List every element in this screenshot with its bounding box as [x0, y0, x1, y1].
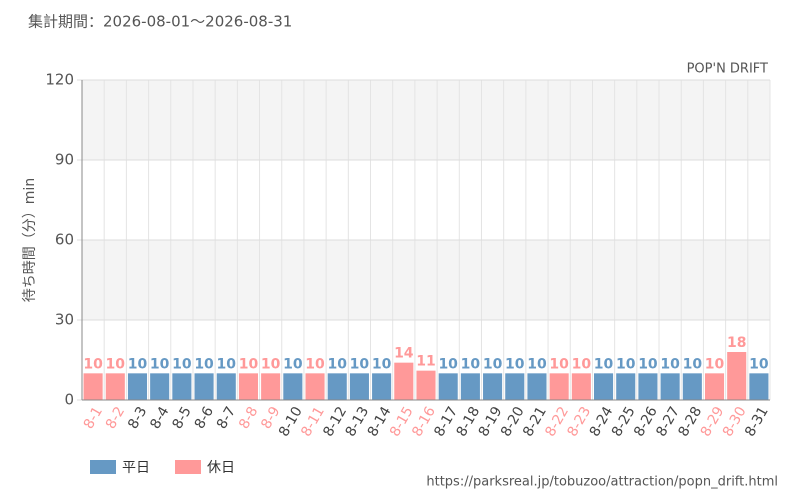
- bar: [727, 352, 747, 400]
- legend-label: 平日: [122, 460, 150, 476]
- y-axis-label: 待ち時間（分）min: [22, 178, 38, 302]
- bar: [616, 373, 636, 400]
- bar: [460, 373, 480, 400]
- bar: [194, 373, 214, 400]
- x-tick-label: 8-5: [170, 404, 195, 432]
- value-label: 10: [83, 356, 103, 372]
- bar: [283, 373, 303, 400]
- value-label: 10: [461, 356, 481, 372]
- value-label: 10: [505, 356, 525, 372]
- y-tick-label: 90: [55, 151, 74, 169]
- value-label: 10: [128, 356, 148, 372]
- legend-swatch: [175, 460, 201, 474]
- bar: [261, 373, 281, 400]
- value-label: 10: [194, 356, 214, 372]
- x-tick-label: 8-6: [192, 404, 217, 432]
- value-label: 10: [239, 356, 259, 372]
- x-tick-label: 8-8: [236, 404, 261, 432]
- value-label: 14: [394, 346, 414, 362]
- bar: [483, 373, 503, 400]
- value-label: 10: [549, 356, 569, 372]
- value-label: 10: [749, 356, 769, 372]
- x-tick-label: 8-31: [742, 404, 772, 440]
- bar: [105, 373, 125, 400]
- bar: [660, 373, 680, 400]
- bar: [372, 373, 392, 400]
- bar: [127, 373, 148, 400]
- value-label: 10: [594, 356, 614, 372]
- value-label: 10: [150, 356, 170, 372]
- value-label: 10: [261, 356, 281, 372]
- value-label: 10: [616, 356, 636, 372]
- footer: https://parksreal.jp/tobuzoo/attraction/…: [426, 475, 778, 490]
- bar: [349, 373, 369, 400]
- value-label: 10: [106, 356, 126, 372]
- value-label: 10: [483, 356, 503, 372]
- legend-swatch: [90, 460, 116, 474]
- chart-title: POP'N DRIFT: [687, 62, 768, 77]
- value-label: 10: [572, 356, 592, 372]
- bar: [327, 373, 347, 400]
- bar: [150, 373, 170, 400]
- bar: [438, 373, 458, 400]
- bar: [394, 362, 414, 400]
- bar: [238, 373, 258, 400]
- bar: [749, 373, 769, 400]
- bar: [416, 370, 436, 400]
- x-tick-label: 8-2: [103, 404, 128, 432]
- value-label: 10: [350, 356, 370, 372]
- value-label: 10: [683, 356, 703, 372]
- grid-band: [82, 80, 770, 160]
- legend-label: 休日: [207, 460, 235, 476]
- y-tick-label: 30: [55, 311, 74, 329]
- value-label: 10: [283, 356, 303, 372]
- value-label: 10: [705, 356, 725, 372]
- value-label: 11: [416, 354, 435, 370]
- x-tick-label: 8-1: [81, 404, 106, 432]
- bar: [571, 373, 591, 400]
- bar: [549, 373, 569, 400]
- y-tick-label: 120: [45, 71, 74, 89]
- x-tick-label: 8-7: [214, 404, 239, 432]
- bar: [216, 373, 236, 400]
- bar: [505, 373, 525, 400]
- bar: [305, 373, 325, 400]
- y-tick-label: 0: [64, 391, 74, 409]
- value-label: 10: [438, 356, 458, 372]
- bar: [527, 373, 547, 400]
- value-label: 10: [660, 356, 680, 372]
- y-tick-label: 60: [55, 231, 74, 249]
- value-label: 10: [172, 356, 192, 372]
- bar: [172, 373, 192, 400]
- value-label: 10: [372, 356, 392, 372]
- value-label: 10: [217, 356, 237, 372]
- bar: [638, 373, 658, 400]
- bar: [704, 373, 725, 400]
- value-label: 10: [527, 356, 547, 372]
- value-label: 10: [305, 356, 325, 372]
- header: 集計期間：2026-08-01〜2026-08-31: [28, 13, 292, 31]
- bar: [83, 373, 103, 400]
- grid-band: [82, 240, 770, 320]
- bar: [594, 373, 614, 400]
- value-label: 10: [638, 356, 658, 372]
- value-label: 18: [727, 335, 746, 351]
- value-label: 10: [327, 356, 347, 372]
- bar: [682, 373, 702, 400]
- x-tick-label: 8-4: [147, 404, 172, 432]
- x-tick-label: 8-3: [125, 404, 150, 432]
